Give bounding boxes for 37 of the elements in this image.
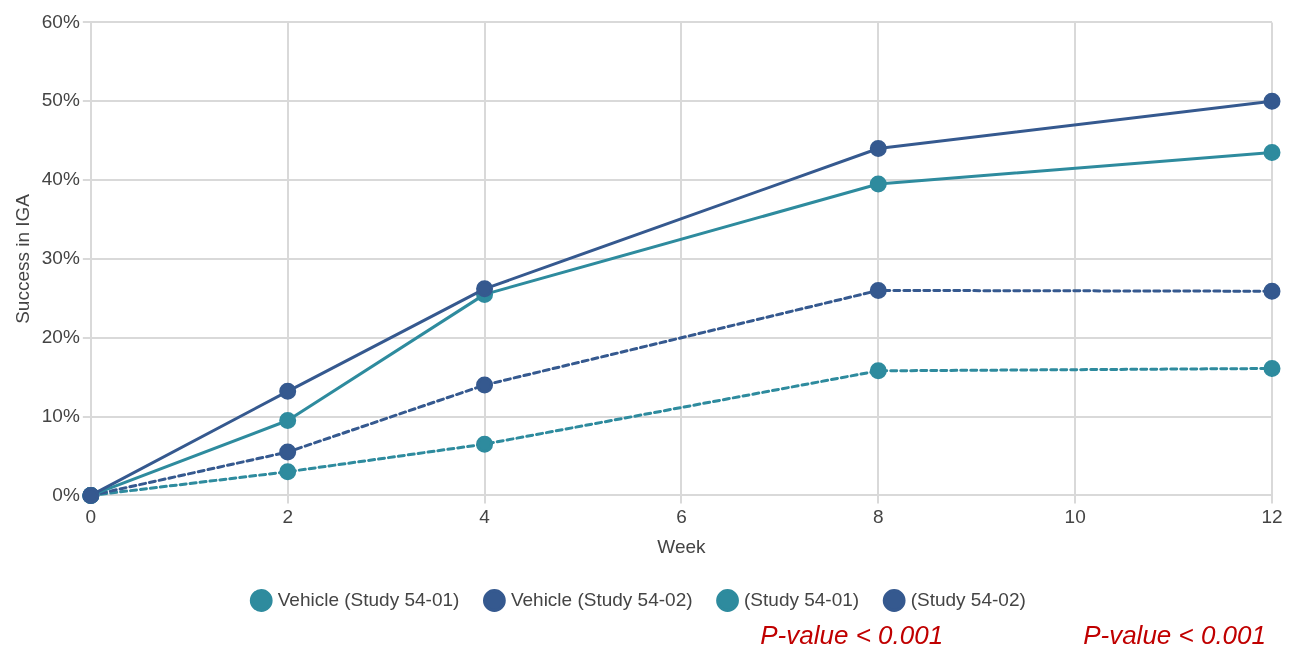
- point: [476, 280, 494, 298]
- legend-label: (Study 54-01): [744, 588, 860, 610]
- x-tick-label: 10: [1064, 506, 1086, 528]
- x-tick-label: 4: [479, 506, 491, 528]
- y-tick-label: 50%: [41, 89, 80, 111]
- x-tick-label: 6: [676, 506, 687, 528]
- point: [279, 443, 297, 461]
- legend-label: Vehicle (Study 54-01): [277, 588, 460, 610]
- y-tick-label: 30%: [41, 247, 80, 269]
- x-tick-label: 2: [282, 506, 293, 528]
- point: [869, 281, 887, 299]
- point: [1263, 359, 1281, 377]
- point: [279, 463, 297, 481]
- y-tick-label: 20%: [41, 325, 80, 347]
- point: [869, 175, 887, 193]
- y-tick-label: 40%: [41, 168, 80, 190]
- y-tick-label: 0%: [52, 483, 80, 505]
- legend-label: Vehicle (Study 54-02): [510, 588, 693, 610]
- x-tick-label: 8: [872, 506, 884, 528]
- y-tick-label: 10%: [41, 404, 80, 426]
- x-tick-label: 0: [85, 506, 97, 528]
- point: [279, 412, 297, 430]
- point: [869, 140, 887, 158]
- point: [1263, 143, 1281, 161]
- point: [1263, 282, 1281, 300]
- point: [1263, 92, 1281, 110]
- text: P-value < 0.001: [760, 620, 944, 651]
- y-tick-label: 60%: [41, 10, 80, 32]
- x-tick-label: 12: [1261, 506, 1283, 528]
- point: [476, 435, 494, 453]
- y-axis-title: Success in IGA: [11, 193, 33, 324]
- legend-label: (Study 54-02): [910, 588, 1026, 610]
- x-axis-title: Week: [657, 535, 707, 557]
- point: [869, 362, 887, 380]
- point: [476, 376, 494, 394]
- point: [279, 382, 297, 400]
- text: P-value < 0.001: [1083, 620, 1266, 651]
